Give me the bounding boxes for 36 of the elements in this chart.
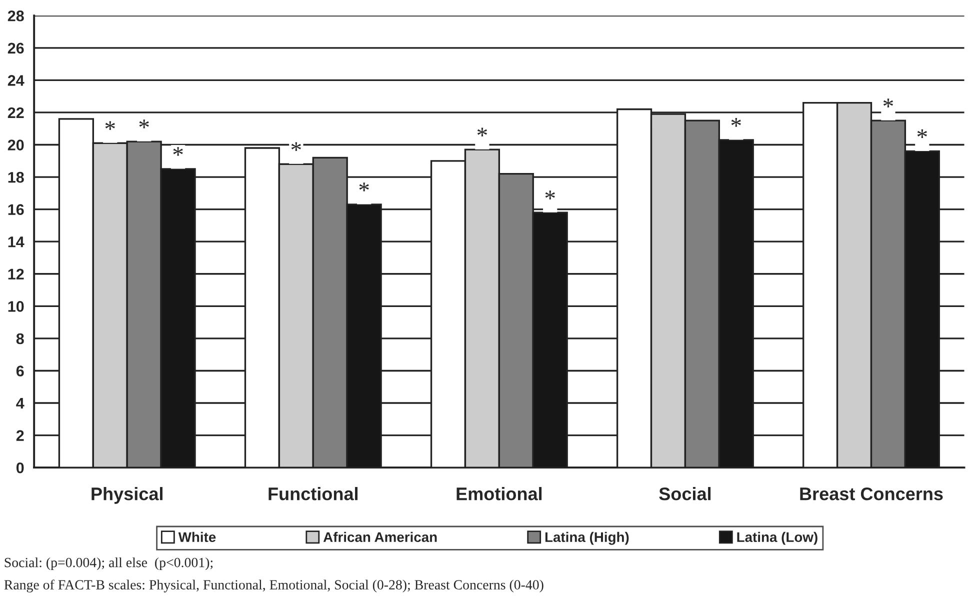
annotation: * bbox=[883, 98, 893, 108]
annotation: * bbox=[477, 128, 487, 136]
y-tick-label: 12 bbox=[8, 268, 24, 280]
y-tick-label: 26 bbox=[8, 42, 24, 54]
y-tick-label: 8 bbox=[16, 333, 24, 344]
annotation: * bbox=[731, 118, 741, 127]
y-tick-label: 22 bbox=[8, 107, 24, 118]
y-tick-label: 2 bbox=[16, 430, 24, 441]
legend-label: Latina (High) bbox=[545, 532, 629, 545]
text: Social: (p=0.004); all else (p<0.001); bbox=[4, 557, 213, 570]
annotation: * bbox=[917, 129, 927, 138]
annotation: * bbox=[139, 120, 149, 128]
x-tick-label: Social bbox=[659, 487, 711, 500]
y-tick-label: 10 bbox=[8, 301, 24, 312]
y-tick-label: 24 bbox=[8, 75, 24, 86]
y-tick-label: 4 bbox=[16, 398, 24, 409]
y-tick-label: 16 bbox=[8, 204, 24, 216]
legend-label: Latina (Low) bbox=[737, 532, 818, 545]
y-tick-label: 6 bbox=[16, 366, 24, 376]
y-tick-label: 18 bbox=[8, 172, 24, 183]
y-tick-label: 20 bbox=[8, 140, 24, 150]
text: Range of FACT-B scales: Physical, Functional, Emotional, Social (0-28); Breast Concerns (0-40) bbox=[4, 580, 544, 592]
legend-label: African American bbox=[323, 532, 437, 542]
annotation: * bbox=[359, 182, 369, 192]
x-tick-label: Breast Concerns bbox=[800, 488, 943, 500]
y-tick-label: 0 bbox=[16, 462, 24, 474]
y-tick-label: 28 bbox=[8, 10, 24, 22]
legend-label: White bbox=[178, 532, 216, 542]
annotation: * bbox=[291, 142, 301, 151]
annotation: * bbox=[105, 121, 115, 130]
annotation: * bbox=[173, 147, 183, 156]
x-tick-label: Emotional bbox=[456, 487, 542, 500]
annotation: * bbox=[545, 190, 555, 200]
x-tick-label: Functional bbox=[268, 487, 358, 500]
y-tick-label: 14 bbox=[8, 236, 24, 248]
x-tick-label: Physical bbox=[92, 487, 162, 504]
